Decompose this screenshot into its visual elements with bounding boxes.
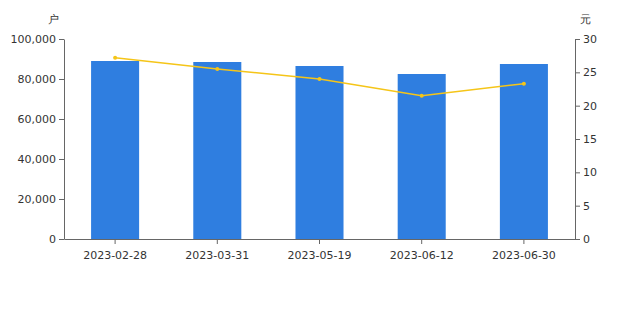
tick: 25 xyxy=(575,66,597,79)
chart: 0 20,000 40,000 60,000 80,000 100,000 0 5 10 15 20… xyxy=(0,0,640,320)
tick: 5 xyxy=(575,200,590,213)
tick: 2023-03-31 xyxy=(185,239,249,262)
tick: 20,000 xyxy=(18,193,65,206)
tick-label: 60,000 xyxy=(18,113,57,126)
bar-series xyxy=(91,61,548,239)
tick: 0 xyxy=(49,233,64,246)
tick: 80,000 xyxy=(18,73,65,86)
tick-mark xyxy=(59,239,64,240)
tick-label: 2023-06-12 xyxy=(390,249,454,262)
marker xyxy=(215,67,219,71)
tick-label: 2023-02-28 xyxy=(83,249,147,262)
marker xyxy=(113,56,117,60)
line xyxy=(115,58,524,96)
x-axis: 2023-02-28 2023-03-31 2023-05-19 2023-06-12… xyxy=(65,239,576,262)
tick-label: 100,000 xyxy=(11,33,57,46)
tick-mark xyxy=(59,159,64,160)
tick-label: 20,000 xyxy=(18,193,57,206)
tick-label: 80,000 xyxy=(18,73,57,86)
tick-mark xyxy=(575,72,580,73)
y2-axis: 0 5 10 15 20 25 30 xyxy=(575,33,597,246)
tick-mark xyxy=(575,139,580,140)
tick-mark xyxy=(575,239,580,240)
marker xyxy=(420,94,424,98)
marker xyxy=(522,82,526,86)
marker xyxy=(318,77,322,81)
tick: 15 xyxy=(575,133,597,146)
bar xyxy=(193,62,241,239)
tick-mark xyxy=(217,239,218,244)
marker-series xyxy=(113,56,526,98)
tick-mark xyxy=(575,172,580,173)
tick-label: 15 xyxy=(583,133,597,146)
tick: 40,000 xyxy=(18,153,65,166)
tick-label: 25 xyxy=(583,66,597,79)
tick: 60,000 xyxy=(18,113,65,126)
tick-label: 0 xyxy=(49,233,56,246)
tick: 10 xyxy=(575,166,597,179)
tick-label: 2023-06-30 xyxy=(492,249,556,262)
tick-mark xyxy=(523,239,524,244)
axis-line xyxy=(64,40,65,240)
y2-axis-title: 元 xyxy=(580,13,591,26)
plot: 0 20,000 40,000 60,000 80,000 100,000 0 5 10 15 20… xyxy=(11,33,598,262)
marks xyxy=(91,56,548,239)
tick-mark xyxy=(59,39,64,40)
tick-mark xyxy=(421,239,422,244)
bar xyxy=(500,64,548,239)
tick-mark xyxy=(59,119,64,120)
y-axis-title: 户 xyxy=(48,13,59,26)
tick-label: 5 xyxy=(583,200,590,213)
tick-label: 2023-05-19 xyxy=(288,249,352,262)
bar xyxy=(398,74,446,239)
tick-mark xyxy=(575,39,580,40)
tick-mark xyxy=(59,199,64,200)
tick-label: 10 xyxy=(583,166,597,179)
tick-mark xyxy=(59,79,64,80)
tick: 30 xyxy=(575,33,597,46)
tick-label: 40,000 xyxy=(18,153,57,166)
tick: 20 xyxy=(575,100,597,113)
tick: 0 xyxy=(575,233,590,246)
tick-label: 0 xyxy=(583,233,590,246)
tick-mark xyxy=(575,106,580,107)
tick-label: 20 xyxy=(583,100,597,113)
y-axis: 0 20,000 40,000 60,000 80,000 100,000 xyxy=(11,33,65,246)
tick-label: 2023-03-31 xyxy=(185,249,249,262)
tick: 2023-05-19 xyxy=(288,239,352,262)
tick: 100,000 xyxy=(11,33,65,46)
tick-mark xyxy=(115,239,116,244)
tick: 2023-06-30 xyxy=(492,239,556,262)
tick: 2023-02-28 xyxy=(83,239,147,262)
tick: 2023-06-12 xyxy=(390,239,454,262)
bar xyxy=(91,61,139,239)
tick-mark xyxy=(575,206,580,207)
tick-mark xyxy=(319,239,320,244)
tick-label: 30 xyxy=(583,33,597,46)
bar xyxy=(295,66,343,239)
